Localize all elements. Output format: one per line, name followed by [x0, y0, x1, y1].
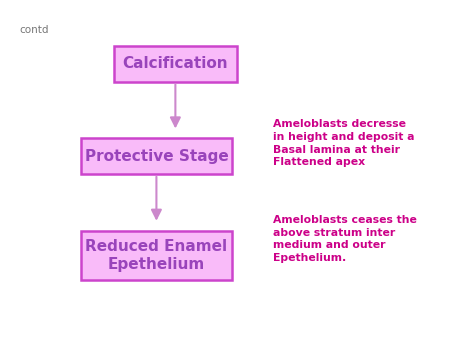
- Text: Ameloblasts decresse
in height and deposit a
Basal lamina at their
Flattened ape: Ameloblasts decresse in height and depos…: [273, 119, 414, 167]
- FancyBboxPatch shape: [81, 138, 232, 174]
- Text: Ameloblasts ceases the
above stratum inter
medium and outer
Epethelium.: Ameloblasts ceases the above stratum int…: [273, 215, 417, 263]
- FancyBboxPatch shape: [114, 46, 237, 82]
- FancyBboxPatch shape: [81, 231, 232, 280]
- Text: Protective Stage: Protective Stage: [84, 149, 228, 164]
- Text: contd: contd: [19, 25, 48, 35]
- Text: Calcification: Calcification: [123, 56, 228, 71]
- Text: Reduced Enamel
Epethelium: Reduced Enamel Epethelium: [85, 239, 228, 272]
